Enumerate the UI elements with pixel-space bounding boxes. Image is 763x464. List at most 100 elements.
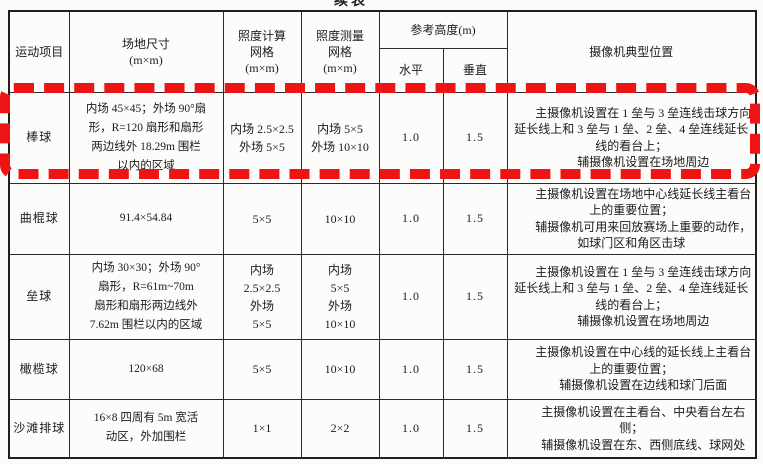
field-size-line: 扇形和扇形两边线外 (94, 299, 198, 312)
header-field-size-line2: (m×m) (129, 52, 163, 67)
camera-paragraph: 主摄像机设置在 1 垒与 3 垒连线击球方向延长线上和 3 垒与 1 垒、2 垒… (514, 105, 752, 153)
header-calc-grid-line3: (m×m) (245, 60, 279, 75)
vertical-value: 1.5 (466, 420, 484, 435)
cell-horizontal: 1.0 (378, 91, 444, 184)
cell-camera: 主摄像机设置在中心线的延长线上主看台上的重要位置； 辅摄像机设置在边线和球门后面 (506, 338, 757, 400)
horizontal-value: 1.0 (402, 420, 420, 435)
calc-grid-line: 1×1 (252, 421, 272, 436)
camera-paragraph: 辅摄像机设置在东、西侧底线、球网处 (541, 437, 746, 452)
header-vertical-label: 垂直 (463, 63, 488, 77)
header-row-1: 运动项目 场地尺寸 (m×m) 照度计算 网格 (m×m) 照度测量 网格 (m… (8, 10, 757, 93)
header-field-size: 场地尺寸 (m×m) (68, 10, 224, 93)
vertical-value: 1.5 (466, 211, 484, 225)
horizontal-value: 1.0 (402, 361, 420, 376)
cell-field-size: 16×8 四周有 5m 宽活 动区，外加围栏 (68, 398, 224, 459)
cell-vertical: 1.5 (442, 91, 508, 184)
cell-horizontal: 1.0 (378, 398, 444, 459)
cell-sport: 曲棍球 (8, 182, 70, 255)
measure-grid-line: 外场 10×10 (311, 139, 369, 154)
cell-measure-grid: 10×10 (300, 182, 380, 255)
cell-horizontal: 1.0 (378, 338, 444, 400)
cell-field-size: 内场 30×30；外场 90° 扇形，R=61m~70m 扇形和扇形两边线外 7… (68, 253, 224, 340)
cell-field-size: 120×68 (68, 338, 224, 400)
measure-grid-line: 10×10 (324, 362, 356, 376)
header-measure-grid-line1: 照度测量 (315, 28, 364, 43)
field-size-line: 16×8 四周有 5m 宽活 (93, 412, 199, 425)
cell-calc-grid: 内场 2.5×2.5 外场 5×5 (222, 253, 302, 340)
calc-grid-line: 5×5 (252, 362, 272, 376)
sports-lighting-table: 运动项目 场地尺寸 (m×m) 照度计算 网格 (m×m) 照度测量 网格 (m… (8, 10, 758, 459)
header-field-size-line1: 场地尺寸 (121, 36, 170, 51)
table-row-softball: 垒球 内场 30×30；外场 90° 扇形，R=61m~70m 扇形和扇形两边线… (8, 253, 757, 340)
cell-sport: 垒球 (8, 253, 70, 340)
field-size-line: 扇形，R=61m~70m (98, 280, 194, 293)
camera-paragraph: 辅摄像机可用来回放赛场上重要的动作，如球门区和角区击球 (535, 219, 752, 251)
header-ref-height-label: 参考高度(m) (410, 22, 476, 37)
vertical-value: 1.5 (466, 361, 484, 376)
measure-grid-line: 5×5 (330, 280, 350, 295)
table-row-field-hockey: 曲棍球 91.4×54.84 5×5 10×10 1.0 1.5 主摄像机设置在… (8, 182, 757, 255)
cell-measure-grid: 10×10 (300, 338, 380, 400)
table-continuation-label: 续表 (334, 0, 368, 9)
header-calc-grid-line1: 照度计算 (237, 28, 286, 43)
header-calc-grid: 照度计算 网格 (m×m) (222, 10, 302, 93)
vertical-value: 1.5 (466, 130, 484, 144)
cell-vertical: 1.5 (442, 338, 508, 400)
header-sport: 运动项目 (8, 10, 70, 93)
field-size-line: 以内的区域 (117, 159, 175, 172)
header-calc-grid-line2: 网格 (249, 44, 274, 59)
sport-name: 垒球 (26, 289, 53, 303)
measure-grid-line: 2×2 (330, 421, 350, 436)
camera-paragraph: 主摄像机设置在 1 垒与 3 垒连线击球方向延长线上和 3 垒与 1 垒、2 垒… (514, 264, 752, 312)
cell-sport: 沙滩排球 (8, 398, 70, 459)
field-size-line: 120×68 (128, 362, 164, 375)
cell-camera: 主摄像机设置在 1 垒与 3 垒连线击球方向延长线上和 3 垒与 1 垒、2 垒… (506, 253, 757, 340)
cell-sport: 橄榄球 (8, 338, 70, 400)
field-size-line: 形，R=120 扇形和扇形 (88, 121, 204, 134)
cell-measure-grid: 内场 5×5 外场 10×10 (300, 253, 380, 340)
cell-vertical: 1.5 (442, 182, 508, 255)
measure-grid-line: 内场 5×5 (317, 121, 363, 136)
cell-calc-grid: 5×5 (222, 182, 302, 255)
field-size-line: 91.4×54.84 (119, 212, 173, 224)
header-horizontal: 水平 (378, 47, 444, 93)
header-camera-label: 摄像机典型位置 (589, 44, 674, 59)
header-camera: 摄像机典型位置 (506, 10, 757, 93)
cell-calc-grid: 5×5 (222, 338, 302, 400)
camera-paragraph: 主摄像机设置在中心线的延长线上主看台上的重要位置； (535, 345, 752, 376)
table-row-beach-volleyball: 沙滩排球 16×8 四周有 5m 宽活 动区，外加围栏 1×1 2×2 1.0 … (8, 398, 757, 459)
cell-field-size: 内场 45×45；外场 90°扇 形，R=120 扇形和扇形 两边线外 18.2… (68, 91, 224, 184)
field-size-line: 内场 45×45；外场 90°扇 (85, 102, 207, 115)
horizontal-value: 1.0 (402, 130, 420, 144)
camera-paragraph: 主摄像机设置在主看台、中央看台左右侧； (541, 404, 746, 436)
cell-camera: 主摄像机设置在场地中心线延长线主看台上的重要位置； 辅摄像机可用来回放赛场上重要… (506, 182, 757, 255)
sport-name: 曲棍球 (19, 211, 59, 225)
cell-field-size: 91.4×54.84 (68, 182, 224, 255)
calc-grid-line: 5×5 (252, 316, 272, 331)
calc-grid-line: 外场 (249, 298, 274, 313)
cell-camera: 主摄像机设置在主看台、中央看台左右侧； 辅摄像机设置在东、西侧底线、球网处 (506, 398, 757, 459)
cell-horizontal: 1.0 (378, 253, 444, 340)
sport-name: 沙滩排球 (13, 420, 66, 435)
table-row-rugby: 橄榄球 120×68 5×5 10×10 1.0 1.5 主摄像机设置在中心线的… (8, 338, 757, 400)
header-measure-grid-line2: 网格 (327, 44, 352, 59)
field-size-line: 7.62m 围栏以内的区域 (89, 318, 203, 331)
field-size-line: 两边线外 18.29m 围栏 (91, 140, 201, 153)
header-ref-height: 参考高度(m) (378, 10, 508, 49)
header-sport-label: 运动项目 (15, 44, 64, 59)
cell-calc-grid: 内场 2.5×2.5 外场 5×5 (222, 91, 302, 184)
header-horizontal-label: 水平 (398, 63, 423, 77)
header-measure-grid-line3: (m×m) (323, 60, 357, 75)
header-vertical: 垂直 (442, 47, 508, 93)
calc-grid-line: 外场 5×5 (239, 139, 285, 154)
calc-grid-line: 内场 (249, 262, 274, 277)
calc-grid-line: 5×5 (252, 211, 272, 226)
sport-name: 橄榄球 (19, 361, 59, 376)
cell-horizontal: 1.0 (378, 182, 444, 255)
cell-sport: 棒球 (8, 91, 70, 184)
cell-measure-grid: 2×2 (300, 398, 380, 459)
measure-grid-line: 外场 (327, 298, 352, 313)
cell-calc-grid: 1×1 (222, 398, 302, 459)
horizontal-value: 1.0 (402, 289, 420, 303)
measure-grid-line: 内场 (327, 262, 352, 277)
